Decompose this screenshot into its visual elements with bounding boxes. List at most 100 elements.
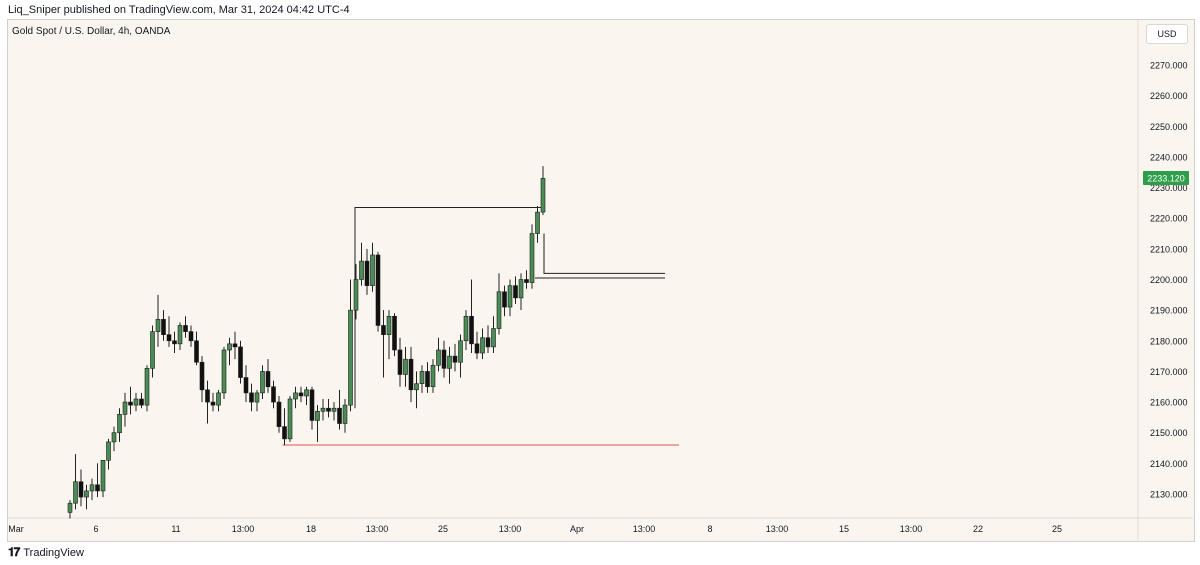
candle-body <box>535 211 540 234</box>
candle-body <box>133 398 139 406</box>
candle-body <box>452 355 458 363</box>
y-tick-label: 2150.000 <box>1150 428 1188 438</box>
chart-area[interactable] <box>7 19 1195 542</box>
x-tick-label: Mar <box>8 524 24 534</box>
candle-body <box>447 355 452 369</box>
footer-logo[interactable]: 𝟏𝟕 TradingView <box>8 545 84 560</box>
y-tick-label: 2240.000 <box>1150 152 1188 162</box>
candle-body <box>502 291 507 308</box>
candle-body <box>496 291 502 329</box>
candle-body <box>210 401 216 406</box>
candle-body <box>73 481 78 504</box>
x-tick-label: 13:00 <box>900 524 923 534</box>
symbol-title[interactable]: Gold Spot / U.S. Dollar, 4h, OANDA <box>12 26 171 37</box>
candle-body <box>84 490 89 498</box>
candle-body <box>78 481 84 498</box>
candle-body <box>458 340 463 363</box>
x-tick-label: 13:00 <box>766 524 789 534</box>
candle-body <box>128 401 133 406</box>
candle-body <box>166 334 172 342</box>
y-tick-label: 2270.000 <box>1150 61 1188 71</box>
candle-body <box>227 343 232 351</box>
tradingview-logo-icon: 𝟏𝟕 <box>8 545 20 559</box>
candle-body <box>243 377 249 394</box>
y-tick-label: 2260.000 <box>1150 91 1188 101</box>
candle-body <box>397 349 403 375</box>
publisher-line: Liq_Sniper published on TradingView.com,… <box>8 4 350 16</box>
candle-body <box>540 178 546 213</box>
candle-body <box>441 349 447 369</box>
candle-body <box>364 260 370 286</box>
candle-body <box>144 368 150 406</box>
candle-body <box>480 337 485 354</box>
candle-body <box>276 401 282 427</box>
candle-body <box>298 392 304 397</box>
candle-body <box>425 371 430 388</box>
candle-body <box>199 361 205 391</box>
candle-body <box>518 279 524 299</box>
candle-body <box>205 389 210 403</box>
candle-body <box>370 254 375 286</box>
candle-body <box>117 414 122 434</box>
candle-body <box>315 410 320 421</box>
candle-body <box>67 502 73 513</box>
candle-body <box>403 358 408 375</box>
candle-body <box>485 337 491 348</box>
x-tick-label: 25 <box>1052 524 1062 534</box>
x-tick-label: 25 <box>438 524 448 534</box>
candle-body <box>188 331 194 342</box>
footer-logo-text: TradingView <box>23 546 84 559</box>
candle-body <box>221 349 227 394</box>
candle-body <box>249 392 254 403</box>
y-tick-label: 2160.000 <box>1150 398 1188 408</box>
candle-body <box>111 432 117 443</box>
candle-body <box>348 309 353 406</box>
x-tick-label: 13:00 <box>232 524 255 534</box>
x-tick-label: 11 <box>171 524 180 534</box>
candle-body <box>194 340 199 363</box>
candle-body <box>161 319 166 335</box>
candle-body <box>271 386 276 403</box>
candle-body <box>216 392 221 406</box>
candle-body <box>507 285 513 308</box>
candle-body <box>331 407 337 412</box>
candle-body <box>254 392 260 403</box>
range-box-line <box>354 206 545 409</box>
candle-body <box>89 484 95 492</box>
candle-body <box>337 407 342 424</box>
candle-body <box>265 371 271 388</box>
y-tick-label: 2170.000 <box>1150 367 1188 377</box>
last-price-label: 2233.120 <box>1147 174 1185 184</box>
candle-body <box>386 315 392 335</box>
candle-body <box>282 426 287 440</box>
y-tick-label: 2130.000 <box>1150 490 1188 500</box>
y-tick-label: 2190.000 <box>1150 306 1188 316</box>
candle-body <box>238 346 243 378</box>
currency-button[interactable]: USD <box>1146 24 1188 44</box>
candle-body <box>260 371 265 394</box>
candle-body <box>309 389 315 421</box>
x-tick-label: 15 <box>839 524 849 534</box>
last-price-badge <box>1143 171 1189 186</box>
candle-body <box>524 279 529 283</box>
candle-body <box>414 383 419 391</box>
x-tick-label: Apr <box>570 524 584 534</box>
candle-body <box>95 484 100 492</box>
x-tick-label: 18 <box>306 524 316 534</box>
candle-body <box>513 285 518 299</box>
candle-body <box>491 328 496 348</box>
candle-body <box>139 398 144 406</box>
candle-body <box>353 279 359 311</box>
y-tick-label: 2230.000 <box>1150 183 1188 193</box>
x-tick-label: 13:00 <box>499 524 522 534</box>
candle-body <box>320 407 326 412</box>
x-tick-label: 13:00 <box>633 524 656 534</box>
x-tick-label: 6 <box>93 524 98 534</box>
candle-body <box>469 315 474 345</box>
candle-body <box>122 401 128 415</box>
candle-body <box>392 315 397 351</box>
x-tick-label: 8 <box>707 524 712 534</box>
y-tick-label: 2250.000 <box>1150 122 1188 132</box>
candle-body <box>287 398 293 440</box>
